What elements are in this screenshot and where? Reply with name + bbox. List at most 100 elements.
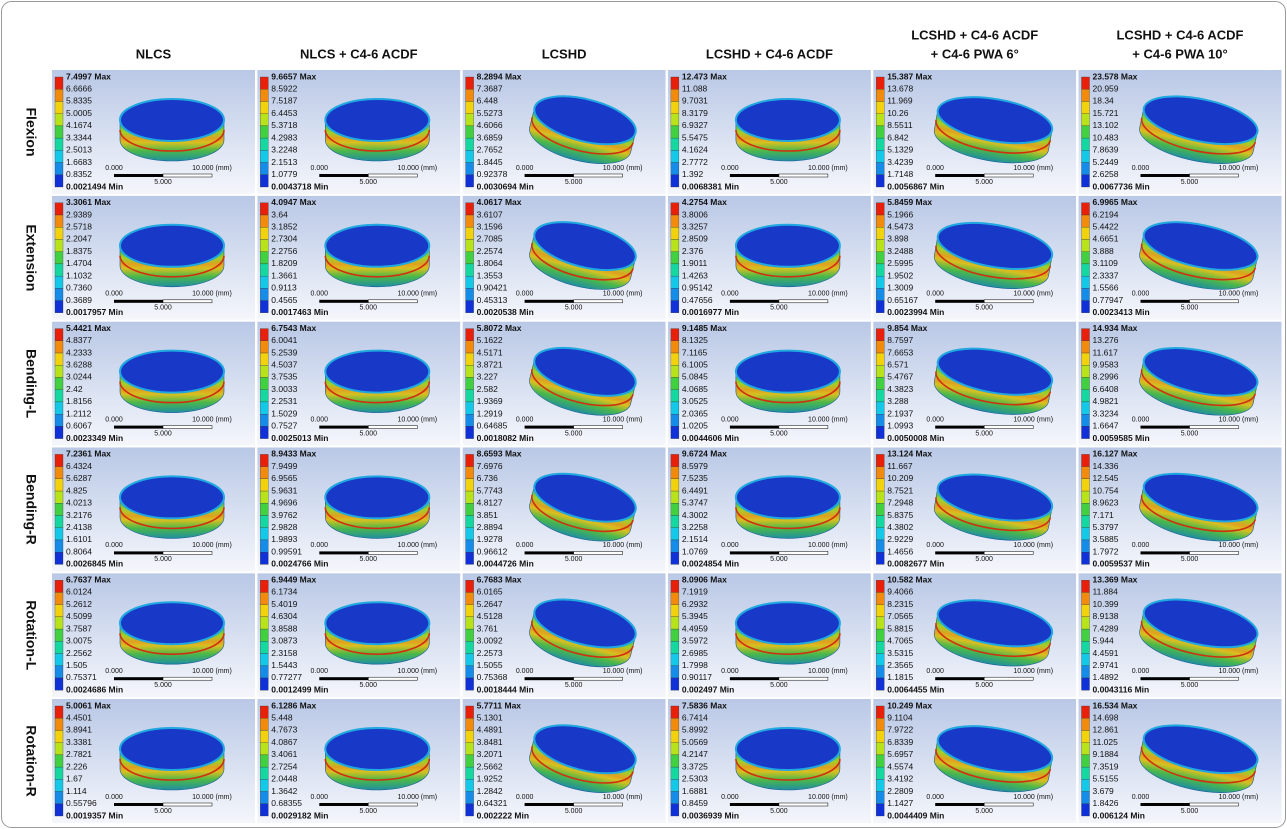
scale-end: 10.000 (mm) bbox=[1013, 165, 1053, 172]
legend-swatch bbox=[260, 528, 268, 540]
legend-swatch bbox=[466, 203, 474, 215]
legend-swatch bbox=[260, 89, 268, 101]
legend-label: 2.376 bbox=[682, 246, 704, 256]
legend-swatch bbox=[466, 227, 474, 239]
legend-swatch bbox=[466, 528, 474, 540]
legend-swatch bbox=[466, 779, 474, 791]
legend-swatch bbox=[55, 617, 63, 629]
scale-start: 0.000 bbox=[1132, 291, 1150, 298]
legend-label: 2.226 bbox=[66, 761, 88, 771]
legend-swatch bbox=[55, 767, 63, 779]
legend-swatch bbox=[671, 329, 679, 341]
result-panel: 9.6657 Max8.59227.51876.44535.37184.2983… bbox=[257, 70, 460, 194]
legend-swatch bbox=[466, 580, 474, 592]
legend-label: 3.0873 bbox=[271, 636, 297, 646]
legend-swatch bbox=[876, 592, 884, 604]
disc-model bbox=[120, 476, 224, 538]
scale-end: 10.000 (mm) bbox=[1219, 794, 1259, 801]
legend-swatch bbox=[466, 426, 474, 438]
disc-top bbox=[120, 351, 224, 393]
legend-swatch bbox=[55, 528, 63, 540]
legend-swatch bbox=[671, 605, 679, 617]
scale-end: 10.000 (mm) bbox=[1219, 291, 1259, 298]
scale-mid: 5.000 bbox=[154, 682, 172, 689]
disc-top bbox=[736, 99, 840, 141]
legend-swatch bbox=[466, 479, 474, 491]
legend-label: 1.0779 bbox=[271, 169, 297, 179]
legend-swatch bbox=[671, 126, 679, 138]
legend-label: 5.5273 bbox=[477, 108, 503, 118]
legend-swatch bbox=[876, 101, 884, 113]
legend-swatch bbox=[466, 654, 474, 666]
legend-label: 2.6985 bbox=[682, 648, 708, 658]
legend-swatch bbox=[260, 629, 268, 641]
scale-end: 10.000 (mm) bbox=[808, 165, 848, 172]
legend-label: 3.5315 bbox=[887, 648, 913, 658]
legend-swatch bbox=[55, 276, 63, 288]
legend-swatch bbox=[671, 706, 679, 718]
legend-label: 6.9965 Max bbox=[1093, 197, 1138, 207]
result-panel: 8.9433 Max7.94996.95655.96314.96963.9762… bbox=[257, 447, 460, 571]
legend-swatch bbox=[1082, 641, 1090, 653]
legend-swatch bbox=[260, 467, 268, 479]
scale-bar-black bbox=[1141, 551, 1190, 554]
legend-swatch bbox=[55, 666, 63, 678]
result-panel: 7.5836 Max6.74145.89925.05694.21473.3725… bbox=[668, 699, 871, 823]
legend-label: 1.5055 bbox=[477, 660, 503, 670]
legend-label: 3.8941 bbox=[66, 725, 92, 735]
legend-label: 3.1852 bbox=[271, 221, 297, 231]
legend-swatch bbox=[876, 767, 884, 779]
legend-label: 11.025 bbox=[1093, 737, 1119, 747]
legend-label: 14.934 Max bbox=[1093, 323, 1138, 333]
legend-label: 0.0016977 Min bbox=[682, 307, 739, 317]
legend-label: 8.5922 bbox=[271, 83, 297, 93]
legend-label: 2.2531 bbox=[271, 396, 297, 406]
scale-bar-black bbox=[319, 803, 368, 806]
legend-label: 1.9278 bbox=[477, 534, 503, 544]
legend-label: 1.0769 bbox=[682, 546, 708, 556]
legend-label: 4.4959 bbox=[682, 623, 708, 633]
scale-mid: 5.000 bbox=[360, 556, 378, 563]
legend-swatch bbox=[1082, 203, 1090, 215]
legend-label: 8.5511 bbox=[887, 120, 913, 130]
legend-label: 3.2176 bbox=[66, 510, 92, 520]
legend-label: 10.26 bbox=[887, 108, 909, 118]
legend-swatch bbox=[1082, 479, 1090, 491]
legend-swatch bbox=[671, 301, 679, 313]
legend-swatch bbox=[55, 629, 63, 641]
scale-mid: 5.000 bbox=[1181, 808, 1199, 815]
legend-label: 7.5836 Max bbox=[682, 700, 727, 710]
scale-bar-white bbox=[368, 174, 417, 177]
legend-label: 9.4066 bbox=[887, 587, 913, 597]
legend-swatch bbox=[260, 743, 268, 755]
legend-label: 4.1674 bbox=[66, 120, 92, 130]
legend-swatch bbox=[1082, 101, 1090, 113]
legend-swatch bbox=[876, 89, 884, 101]
legend-label: 5.8815 bbox=[887, 623, 913, 633]
legend-swatch bbox=[876, 491, 884, 503]
legend-label: 7.4289 bbox=[1093, 623, 1119, 633]
legend-label: 5.944 bbox=[1093, 636, 1115, 646]
legend-label: 1.114 bbox=[66, 786, 87, 796]
scale-mid: 5.000 bbox=[154, 179, 172, 186]
column-header: + C4-6 PWA 6° bbox=[931, 46, 1019, 61]
scale-bar-white bbox=[368, 803, 417, 806]
disc-top bbox=[325, 99, 429, 141]
scale-bar-black bbox=[1141, 426, 1190, 429]
result-panel: 16.534 Max14.69812.86111.0259.18847.3519… bbox=[1079, 699, 1282, 823]
result-panel: 5.8459 Max5.19664.54733.8983.24882.59951… bbox=[873, 196, 1076, 320]
legend-label: 4.5037 bbox=[271, 360, 297, 370]
scale-mid: 5.000 bbox=[770, 179, 788, 186]
legend-swatch bbox=[260, 718, 268, 730]
column-header: LCSHD + C4-6 ACDF bbox=[911, 27, 1038, 42]
legend-label: 0.002222 Min bbox=[477, 810, 529, 820]
legend-swatch bbox=[466, 491, 474, 503]
legend-swatch bbox=[55, 77, 63, 89]
legend-swatch bbox=[466, 592, 474, 604]
disc-model bbox=[736, 728, 840, 790]
legend-swatch bbox=[876, 77, 884, 89]
legend-swatch bbox=[466, 804, 474, 816]
legend-label: 5.1966 bbox=[887, 209, 913, 219]
legend-label: 3.64 bbox=[271, 209, 288, 219]
scale-mid: 5.000 bbox=[360, 808, 378, 815]
